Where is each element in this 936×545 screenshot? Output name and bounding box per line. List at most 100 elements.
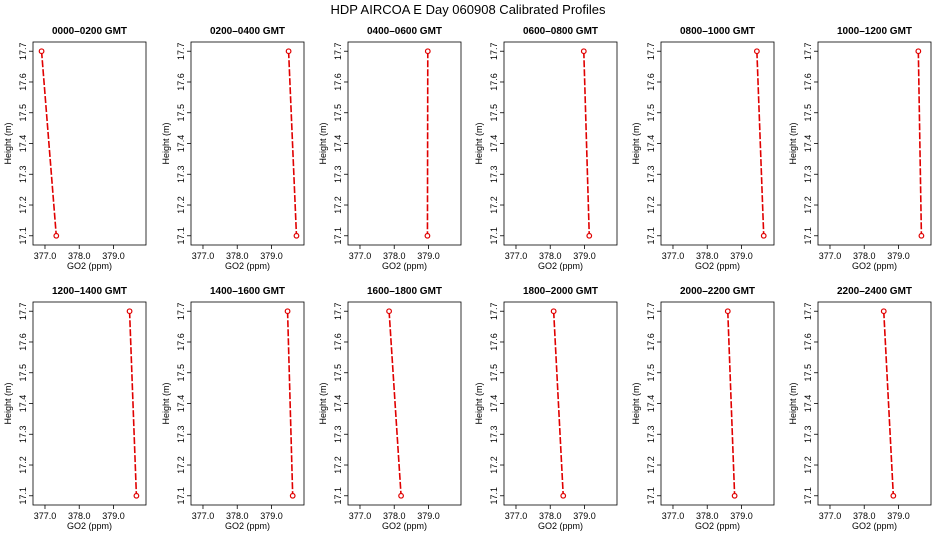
y-tick-label: 17.1: [176, 487, 186, 505]
y-tick-label: 17.4: [803, 395, 813, 413]
y-tick-label: 17.6: [489, 73, 499, 91]
y-tick-label: 17.2: [646, 196, 656, 214]
panel-title: 2000–2200 GMT: [680, 286, 755, 297]
profile-line: [584, 51, 589, 236]
data-point: [39, 49, 44, 54]
y-axis-label: Height (m): [788, 382, 798, 424]
data-point: [551, 309, 556, 314]
x-tick-label: 378.0: [68, 511, 91, 521]
data-point: [290, 493, 295, 498]
profile-line: [288, 311, 293, 496]
y-tick-label: 17.1: [489, 227, 499, 245]
y-tick-label: 17.1: [18, 487, 28, 505]
y-tick-label: 17.6: [803, 333, 813, 351]
y-tick-label: 17.3: [489, 425, 499, 443]
data-point: [387, 309, 392, 314]
x-axis-label: GO2 (ppm): [67, 261, 112, 271]
x-tick-label: 379.0: [573, 511, 596, 521]
y-tick-label: 17.2: [18, 456, 28, 474]
y-tick-label: 17.3: [18, 425, 28, 443]
y-tick-label: 17.3: [333, 425, 343, 443]
x-tick-label: 377.0: [34, 511, 57, 521]
plot-frame: [504, 42, 617, 245]
data-point: [561, 493, 566, 498]
y-tick-label: 17.3: [333, 165, 343, 183]
data-point: [581, 49, 586, 54]
y-tick-label: 17.4: [646, 395, 656, 413]
y-tick-label: 17.5: [18, 364, 28, 382]
y-tick-label: 17.6: [333, 73, 343, 91]
data-point: [891, 493, 896, 498]
x-tick-label: 377.0: [505, 251, 528, 261]
x-tick-label: 377.0: [34, 251, 57, 261]
y-tick-label: 17.3: [646, 165, 656, 183]
y-tick-label: 17.7: [646, 42, 656, 60]
plot-frame: [818, 302, 931, 505]
y-tick-label: 17.3: [803, 425, 813, 443]
data-point: [294, 233, 299, 238]
y-tick-label: 17.1: [646, 227, 656, 245]
y-tick-label: 17.2: [333, 456, 343, 474]
y-tick-label: 17.2: [18, 196, 28, 214]
data-point: [285, 309, 290, 314]
x-tick-label: 378.0: [696, 251, 719, 261]
y-tick-label: 17.7: [803, 302, 813, 320]
y-tick-label: 17.5: [333, 104, 343, 122]
y-tick-label: 17.3: [803, 165, 813, 183]
x-tick-label: 378.0: [226, 251, 249, 261]
y-tick-label: 17.6: [18, 73, 28, 91]
x-tick-label: 378.0: [696, 511, 719, 521]
profile-line: [289, 51, 297, 236]
x-tick-label: 378.0: [539, 511, 562, 521]
x-tick-label: 378.0: [383, 251, 406, 261]
x-tick-label: 378.0: [68, 251, 91, 261]
panel-title: 1200–1400 GMT: [52, 286, 127, 297]
plot-frame: [348, 302, 461, 505]
x-tick-label: 378.0: [226, 511, 249, 521]
y-tick-label: 17.5: [803, 364, 813, 382]
y-axis-label: Height (m): [318, 122, 328, 164]
y-tick-label: 17.2: [803, 196, 813, 214]
y-axis-label: Height (m): [631, 382, 641, 424]
y-tick-label: 17.1: [333, 227, 343, 245]
y-tick-label: 17.3: [176, 165, 186, 183]
plot-frame: [191, 302, 304, 505]
data-point: [732, 493, 737, 498]
y-tick-label: 17.5: [646, 104, 656, 122]
y-axis-label: Height (m): [161, 122, 171, 164]
y-tick-label: 17.7: [176, 42, 186, 60]
y-axis-label: Height (m): [3, 382, 13, 424]
x-tick-label: 377.0: [505, 511, 528, 521]
plot-frame: [661, 302, 774, 505]
y-tick-label: 17.5: [176, 364, 186, 382]
y-tick-label: 17.6: [333, 333, 343, 351]
x-tick-label: 378.0: [853, 251, 876, 261]
y-tick-label: 17.4: [176, 135, 186, 153]
y-tick-label: 17.6: [176, 73, 186, 91]
y-tick-label: 17.6: [646, 73, 656, 91]
y-tick-label: 17.2: [489, 196, 499, 214]
x-tick-label: 379.0: [887, 511, 910, 521]
x-tick-label: 379.0: [260, 511, 283, 521]
x-tick-label: 379.0: [573, 251, 596, 261]
data-point: [286, 49, 291, 54]
x-tick-label: 377.0: [192, 251, 215, 261]
y-tick-label: 17.3: [18, 165, 28, 183]
plot-frame: [33, 42, 146, 245]
x-axis-label: GO2 (ppm): [852, 521, 897, 531]
x-tick-label: 377.0: [349, 511, 372, 521]
x-tick-label: 378.0: [383, 511, 406, 521]
data-point: [881, 309, 886, 314]
plot-frame: [818, 42, 931, 245]
y-tick-label: 17.7: [333, 302, 343, 320]
panel-title: 1600–1800 GMT: [367, 286, 442, 297]
y-tick-label: 17.7: [333, 42, 343, 60]
y-tick-label: 17.1: [333, 487, 343, 505]
y-tick-label: 17.1: [803, 227, 813, 245]
panel-title: 1000–1200 GMT: [837, 26, 912, 37]
x-axis-label: GO2 (ppm): [538, 521, 583, 531]
y-tick-label: 17.7: [803, 42, 813, 60]
panel-title: 1400–1600 GMT: [210, 286, 285, 297]
y-tick-label: 17.5: [489, 364, 499, 382]
